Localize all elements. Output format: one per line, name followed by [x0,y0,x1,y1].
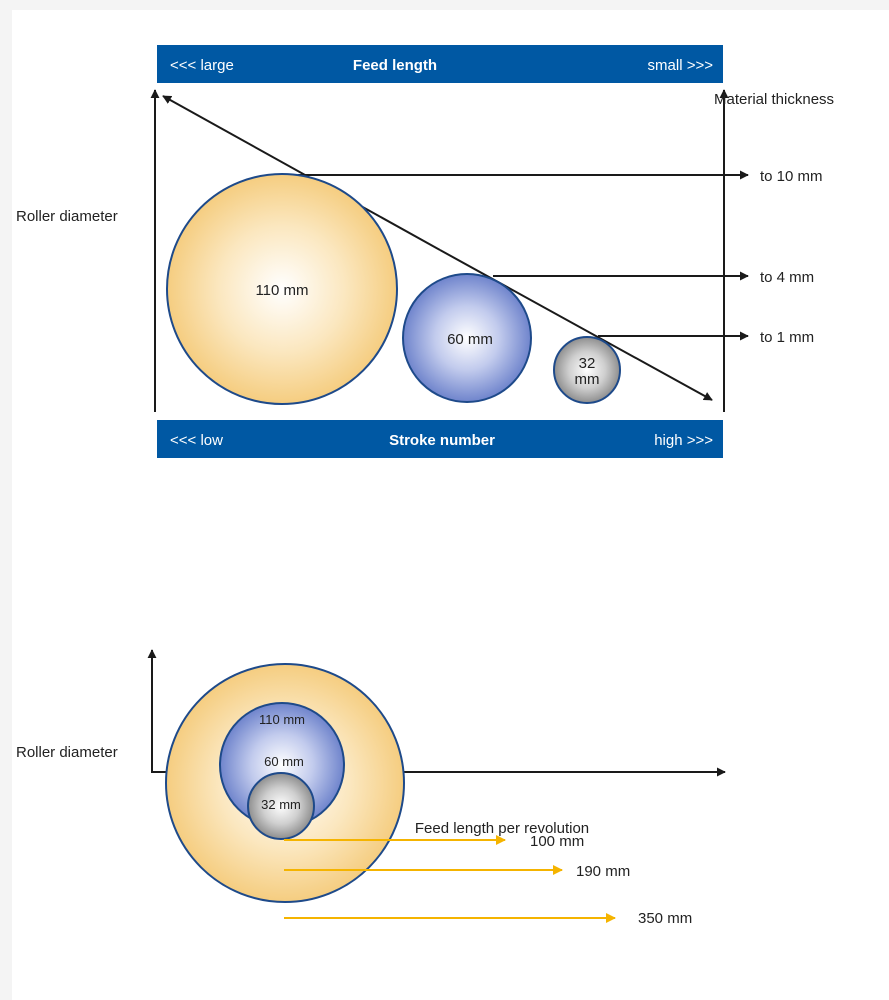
bottom-roller-diameter-label: Roller diameter [16,744,118,761]
top-roller-diameter-label: Roller diameter [16,208,118,225]
stroke-bar-right: high >>> [654,432,713,449]
feed-length-bar [157,45,723,83]
stroke-number-bar [157,420,723,458]
roller-110mm-label: 110 mm [255,282,308,299]
feed-bar-left: <<< large [170,57,234,74]
nested-roller-32mm-label: 32 mm [261,797,301,812]
material-thickness-label: Material thickness [714,91,834,108]
thickness-label-10mm: to 10 mm [760,168,823,185]
feed-bar-title: Feed length [353,57,437,74]
feed-bar-right: small >>> [648,57,714,74]
roller-32mm-label-line1: 32 [579,355,596,372]
feed-label-100mm: 100 mm [530,833,584,850]
roller-60mm-label: 60 mm [447,331,493,348]
feed-label-190mm: 190 mm [576,863,630,880]
nested-roller-60mm-label: 60 mm [264,754,304,769]
roller-110mm [166,173,398,405]
diagonal-arrow-up [162,95,441,251]
roller-32mm-label-line2: mm [575,371,600,388]
nested-roller-32mm [247,772,315,840]
stroke-bar-left: <<< low [170,432,223,449]
thickness-label-4mm: to 4 mm [760,269,814,286]
feed-label-350mm: 350 mm [638,910,692,927]
feed-length-per-revolution-label: Feed length per revolution [415,820,589,837]
diagonal-arrow-down [439,249,713,401]
nested-roller-110mm-label: 110 mm [259,712,305,727]
roller-60mm [402,273,532,403]
roller-32mm [553,336,621,404]
thickness-label-1mm: to 1 mm [760,329,814,346]
stroke-bar-title: Stroke number [389,432,495,449]
